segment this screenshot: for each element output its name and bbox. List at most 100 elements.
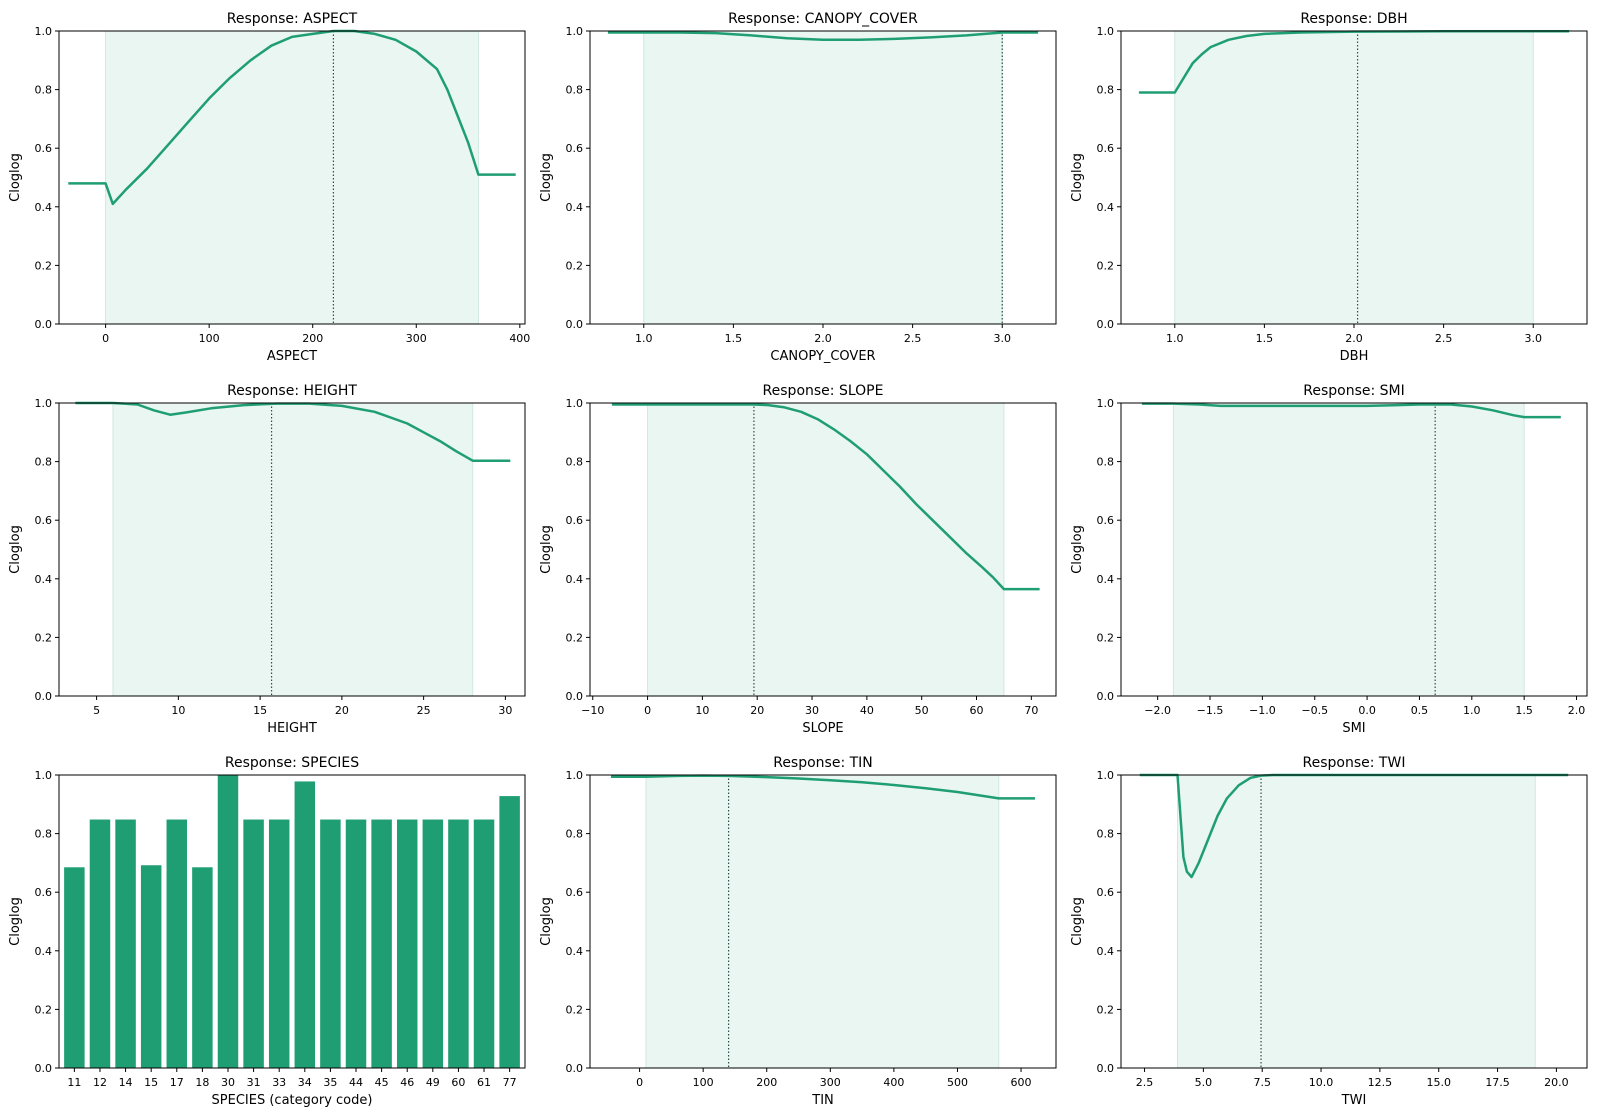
y-tick-label: 0.0 bbox=[35, 1062, 53, 1075]
x-tick-label: 20 bbox=[750, 704, 764, 717]
x-tick-label: −0.5 bbox=[1301, 704, 1328, 717]
y-tick-label: 0.2 bbox=[1097, 631, 1115, 644]
x-tick-label: −10 bbox=[581, 704, 604, 717]
x-tick-label: 12.5 bbox=[1368, 1076, 1393, 1089]
x-tick-label: −2.0 bbox=[1144, 704, 1171, 717]
bar bbox=[140, 865, 162, 1068]
x-tick-label: 3.0 bbox=[993, 332, 1011, 345]
x-tick-label: 2.0 bbox=[1345, 332, 1363, 345]
chart-title: Response: CANOPY_COVER bbox=[728, 11, 918, 27]
y-tick-label: 0.0 bbox=[1097, 318, 1115, 331]
y-tick-label: 1.0 bbox=[566, 397, 584, 410]
x-tick-label: 17.5 bbox=[1485, 1076, 1510, 1089]
x-tick-label: 2.5 bbox=[1435, 332, 1453, 345]
x-tick-label: 1.5 bbox=[1515, 704, 1533, 717]
x-tick-label: 0.5 bbox=[1411, 704, 1429, 717]
bar bbox=[448, 819, 469, 1068]
x-tick-label: 20.0 bbox=[1544, 1076, 1569, 1089]
x-tick-label: 2.5 bbox=[904, 332, 922, 345]
x-tick-label: −1.5 bbox=[1197, 704, 1224, 717]
y-tick-label: 0.0 bbox=[566, 690, 584, 703]
x-tick-label: 50 bbox=[915, 704, 929, 717]
bar bbox=[115, 819, 136, 1068]
x-tick-label: 5.0 bbox=[1195, 1076, 1213, 1089]
x-axis-label: TIN bbox=[811, 1093, 834, 1108]
y-tick-label: 0.4 bbox=[1097, 201, 1115, 214]
x-tick-label: 1.0 bbox=[635, 332, 653, 345]
bar bbox=[396, 819, 418, 1068]
response-curve bbox=[1141, 402, 1561, 419]
bar bbox=[166, 819, 188, 1068]
y-tick-label: 0.6 bbox=[35, 514, 53, 527]
x-tick-label: 15 bbox=[253, 704, 267, 717]
x-tick-label: 18 bbox=[195, 1076, 209, 1089]
y-tick-label: 0.4 bbox=[35, 573, 53, 586]
y-tick-label: 0.8 bbox=[566, 84, 584, 97]
y-tick-label: 0.6 bbox=[566, 886, 584, 899]
y-tick-label: 0.4 bbox=[1097, 573, 1115, 586]
x-tick-label: 1.0 bbox=[1463, 704, 1481, 717]
y-tick-label: 0.4 bbox=[35, 201, 53, 214]
y-tick-label: 0.2 bbox=[1097, 1003, 1115, 1016]
x-tick-label: 10.0 bbox=[1309, 1076, 1334, 1089]
y-axis-label: Cloglog bbox=[539, 525, 554, 574]
y-tick-label: 0.8 bbox=[1097, 456, 1115, 469]
plot-frame bbox=[589, 774, 1057, 1069]
x-tick-label: 300 bbox=[820, 1076, 841, 1089]
x-tick-label: 500 bbox=[947, 1076, 968, 1089]
y-tick-label: 1.0 bbox=[35, 769, 53, 782]
x-tick-label: 300 bbox=[406, 332, 427, 345]
chart-panel-8: 0 100 200 300 400 500 600 0.0 0.2 0.4 0.6 0.8 1.0 Res… bbox=[539, 755, 1057, 1108]
bar bbox=[499, 796, 520, 1068]
x-tick-label: 11 bbox=[67, 1076, 81, 1089]
y-tick-label: 0.6 bbox=[35, 886, 53, 899]
x-tick-label: 0 bbox=[636, 1076, 643, 1089]
y-axis-label: Cloglog bbox=[8, 153, 23, 202]
y-tick-label: 0.8 bbox=[35, 456, 53, 469]
x-axis-label: HEIGHT bbox=[267, 721, 317, 736]
plot-frame bbox=[589, 30, 1057, 325]
y-axis-label: Cloglog bbox=[8, 525, 23, 574]
x-axis-label: ASPECT bbox=[267, 349, 317, 364]
x-tick-label: 35 bbox=[323, 1076, 337, 1089]
y-tick-label: 0.8 bbox=[35, 84, 53, 97]
x-tick-label: 400 bbox=[883, 1076, 904, 1089]
x-tick-label: −1.0 bbox=[1249, 704, 1276, 717]
bar bbox=[89, 819, 111, 1068]
y-tick-label: 0.6 bbox=[1097, 142, 1115, 155]
chart-title: Response: SPECIES bbox=[225, 755, 359, 771]
chart-panel-3: 1.0 1.5 2.0 2.5 3.0 0.0 0.2 0.4 0.6 0.8 1.0 Respons… bbox=[1070, 11, 1588, 364]
x-tick-label: 31 bbox=[247, 1076, 261, 1089]
y-tick-label: 0.8 bbox=[1097, 828, 1115, 841]
x-tick-label: 15.0 bbox=[1426, 1076, 1451, 1089]
y-tick-label: 0.4 bbox=[566, 945, 584, 958]
x-tick-label: 25 bbox=[417, 704, 431, 717]
chart-title: Response: SMI bbox=[1303, 383, 1405, 399]
x-tick-label: 46 bbox=[400, 1076, 414, 1089]
x-tick-label: 40 bbox=[860, 704, 874, 717]
x-axis-label: DBH bbox=[1340, 349, 1369, 364]
plot-frame bbox=[58, 30, 526, 325]
x-tick-label: 44 bbox=[349, 1076, 363, 1089]
x-tick-label: 30 bbox=[221, 1076, 235, 1089]
y-tick-label: 1.0 bbox=[1097, 397, 1115, 410]
x-tick-label: 12 bbox=[93, 1076, 107, 1089]
chart-title: Response: SLOPE bbox=[763, 383, 884, 399]
x-tick-label: 0 bbox=[102, 332, 109, 345]
y-tick-label: 1.0 bbox=[1097, 769, 1115, 782]
y-tick-label: 0.2 bbox=[35, 1003, 53, 1016]
x-tick-label: 15 bbox=[144, 1076, 158, 1089]
y-tick-label: 0.0 bbox=[1097, 690, 1115, 703]
chart-title: Response: ASPECT bbox=[227, 11, 358, 27]
x-tick-label: 1.0 bbox=[1166, 332, 1184, 345]
plot-frame bbox=[58, 402, 526, 697]
chart-panel-7: 11 12 14 15 17 18 30 31 33 34 35 44 45 46 49 60 61 77 0.0 0… bbox=[8, 755, 526, 1108]
plot-frame bbox=[58, 774, 526, 1069]
chart-panel-4: 5 10 15 20 25 30 0.0 0.2 0.4 0.6 0.8 1.0 Response: H… bbox=[8, 383, 526, 736]
x-tick-label: 1.5 bbox=[1256, 332, 1274, 345]
x-tick-label: 45 bbox=[375, 1076, 389, 1089]
y-tick-label: 1.0 bbox=[566, 769, 584, 782]
y-tick-label: 0.8 bbox=[1097, 84, 1115, 97]
x-tick-label: 7.5 bbox=[1253, 1076, 1271, 1089]
y-tick-label: 0.4 bbox=[566, 573, 584, 586]
